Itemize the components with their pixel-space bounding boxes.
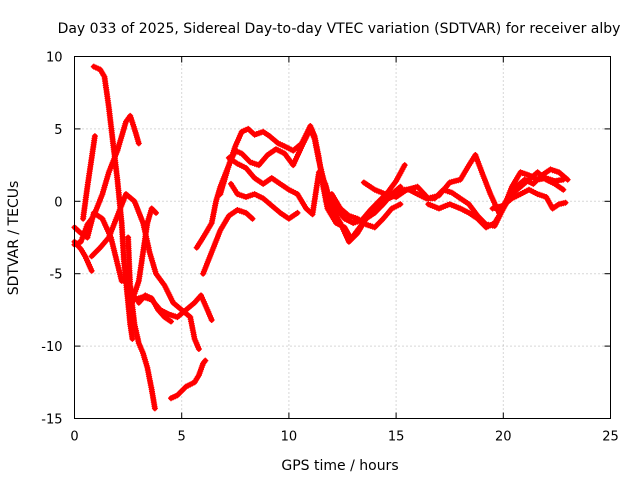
- series-markers: [129, 205, 159, 303]
- series-track-15: [200, 207, 256, 277]
- series-layer: [71, 63, 571, 412]
- x-axis-label: GPS time / hours: [281, 458, 398, 474]
- ticks: 0 5 10 15 20 25 -15 -10 -5 0 5 10: [41, 51, 619, 445]
- series-track-5: [88, 191, 202, 352]
- grid: [74, 56, 611, 419]
- series-line: [194, 123, 566, 251]
- y-tick-label: 5: [54, 123, 62, 138]
- series-markers: [193, 123, 567, 251]
- y-tick-label: 10: [46, 51, 63, 66]
- series-markers: [88, 191, 202, 352]
- series-track-14: [228, 180, 301, 222]
- series-markers: [228, 180, 301, 222]
- y-axis-label: SDTVAR / TECUs: [6, 181, 22, 296]
- series-markers: [168, 357, 209, 402]
- series-track-13: [225, 154, 404, 245]
- x-tick-label: 10: [281, 430, 298, 445]
- series-markers: [135, 292, 174, 325]
- x-tick-label: 15: [388, 430, 405, 445]
- series-track-11: [193, 123, 567, 251]
- series-track-16: [328, 191, 404, 231]
- series-track-8: [129, 205, 159, 303]
- x-tick-label: 5: [178, 430, 186, 445]
- chart-title: Day 033 of 2025, Sidereal Day-to-day VTE…: [58, 21, 621, 37]
- series-track-19: [489, 186, 569, 212]
- series-line: [168, 358, 208, 401]
- series-markers: [225, 154, 404, 245]
- x-tick-label: 20: [495, 430, 512, 445]
- x-tick-label: 25: [602, 430, 619, 445]
- series-markers: [328, 191, 404, 231]
- plot-frame: [74, 56, 611, 419]
- x-tick-label: 0: [70, 430, 78, 445]
- series-markers: [489, 186, 569, 212]
- series-track-6: [90, 63, 136, 342]
- y-tick-label: -10: [41, 340, 62, 355]
- series-track-10: [168, 357, 209, 402]
- series-track-4: [80, 133, 98, 222]
- series-line: [89, 191, 202, 352]
- y-tick-label: -15: [41, 413, 62, 428]
- series-markers: [200, 207, 256, 277]
- series-markers: [80, 133, 98, 222]
- series-markers: [90, 63, 136, 342]
- y-tick-label: -5: [50, 268, 63, 283]
- series-track-9: [135, 292, 174, 325]
- y-tick-label: 0: [54, 195, 62, 210]
